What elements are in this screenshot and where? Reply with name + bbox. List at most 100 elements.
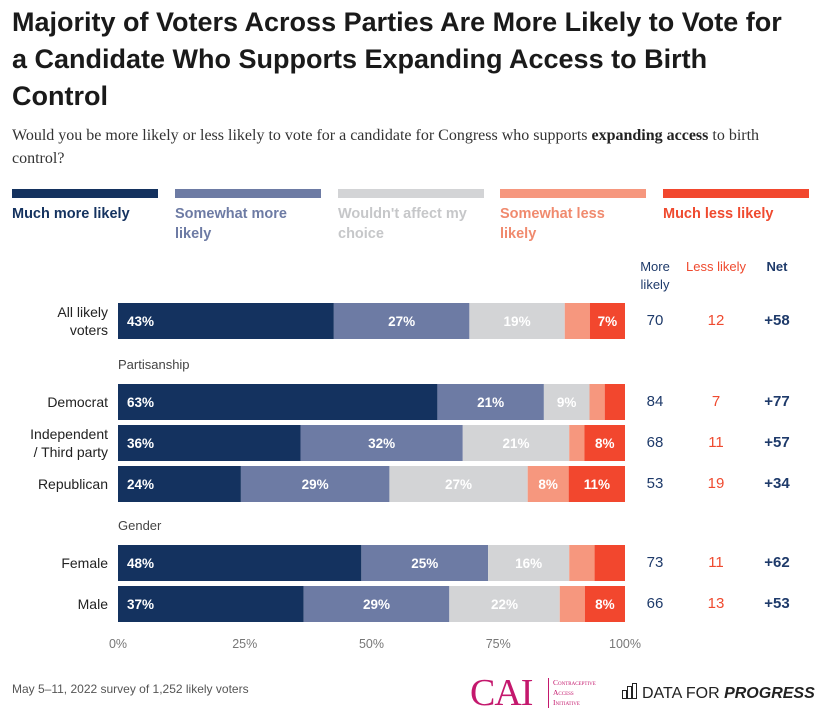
bar-data-label: 27% (388, 314, 415, 329)
bar-segment-somewhat-more-likely-4 (361, 545, 489, 581)
bar-data-label: 21% (477, 395, 504, 410)
column-header-more-likely: More likely (640, 259, 670, 292)
bar-segment-wouldn-t-affect-my-choice-4 (488, 545, 570, 581)
bar-data-label: 8% (595, 436, 615, 451)
bar-segment-wouldn-t-affect-my-choice-5 (449, 586, 560, 622)
bar-data-label: 29% (363, 597, 390, 612)
less-likely-value: 7 (711, 393, 721, 410)
bar-segment-somewhat-more-likely-3 (240, 466, 390, 502)
bar-data-label: 36% (127, 436, 154, 451)
net-value: +62 (764, 554, 790, 571)
bar-segment-somewhat-more-likely-1 (437, 384, 544, 420)
more-likely-value: 53 (646, 475, 664, 492)
bar-segment-somewhat-less-likely-5 (559, 586, 585, 622)
row-label: Female (61, 555, 108, 571)
bar-segment-somewhat-more-likely-5 (303, 586, 450, 622)
net-value: +57 (764, 434, 790, 451)
less-likely-value: 11 (708, 554, 724, 571)
bar-segment-much-more-likely-3 (118, 466, 241, 502)
bar-segment-much-less-likely-0 (589, 303, 625, 339)
bar-segment-somewhat-less-likely-1 (589, 384, 605, 420)
legend-item-much-less: Much less likely (663, 189, 809, 224)
cai-logo: CAI Contraceptive Access Initiative (470, 672, 596, 714)
bar-data-label: 8% (595, 597, 615, 612)
bar-chart-icon (622, 683, 638, 699)
bar-data-label: 24% (127, 477, 154, 492)
bar-data-label: 32% (368, 436, 395, 451)
row-label: Male (77, 596, 108, 612)
bar-data-label: 29% (302, 477, 329, 492)
legend-item-somewhat-less: Somewhat less likely (500, 189, 646, 244)
group-label-gender: Gender (118, 518, 162, 533)
bar-data-label: 7% (598, 314, 618, 329)
bar-segment-somewhat-less-likely-3 (527, 466, 569, 502)
bar-data-label: 43% (127, 314, 154, 329)
bar-segment-somewhat-less-likely-2 (569, 425, 585, 461)
net-value: +53 (764, 595, 790, 612)
x-tick-label: 0% (108, 637, 128, 651)
bar-segment-much-less-likely-5 (584, 586, 625, 622)
bar-segment-somewhat-less-likely-0 (564, 303, 590, 339)
bar-segment-somewhat-more-likely-2 (300, 425, 463, 461)
bar-segment-much-more-likely-1 (118, 384, 438, 420)
legend-swatch (663, 189, 809, 198)
bar-segment-much-more-likely-2 (118, 425, 301, 461)
legend-swatch (500, 189, 646, 198)
chart-title: Majority of Voters Across Parties Are Mo… (12, 7, 782, 111)
bar-data-label: 25% (411, 556, 438, 571)
bar-segment-wouldn-t-affect-my-choice-1 (543, 384, 590, 420)
more-likely-value: 70 (646, 312, 664, 329)
bar-segment-much-more-likely-5 (118, 586, 304, 622)
x-tick-label: 25% (232, 637, 258, 651)
net-value: +77 (764, 393, 790, 410)
less-likely-value: 11 (708, 434, 724, 451)
bar-segment-somewhat-less-likely-4 (569, 545, 595, 581)
bar-segment-much-more-likely-4 (118, 545, 362, 581)
bar-data-label: 27% (445, 477, 472, 492)
legend-swatch (12, 189, 158, 198)
legend-swatch (175, 189, 321, 198)
column-header-less-likely: Less likely (686, 259, 746, 274)
less-likely-value: 19 (707, 475, 725, 492)
bar-data-label: 19% (504, 314, 531, 329)
bar-data-label: 11% (584, 477, 610, 492)
row-label: Republican (37, 476, 108, 492)
bar-segment-much-less-likely-4 (594, 545, 625, 581)
footer-note: May 5–11, 2022 survey of 1,252 likely vo… (12, 682, 249, 696)
net-value: +58 (764, 312, 790, 329)
more-likely-value: 68 (646, 434, 664, 451)
bar-segment-somewhat-more-likely-0 (333, 303, 470, 339)
more-likely-value: 84 (646, 393, 664, 410)
legend-item-no-effect: Wouldn't affect my choice (338, 189, 484, 244)
legend-item-much-more: Much more likely (12, 189, 158, 224)
bar-segment-wouldn-t-affect-my-choice-2 (462, 425, 570, 461)
bar-segment-much-less-likely-2 (584, 425, 625, 461)
legend-item-somewhat-more: Somewhat more likely (175, 189, 321, 244)
less-likely-value: 12 (707, 312, 725, 329)
x-tick-label: 100% (609, 637, 641, 651)
bar-data-label: 8% (538, 477, 558, 492)
more-likely-value: 73 (646, 554, 664, 571)
row-label: Democrat (47, 394, 108, 410)
bar-data-label: 22% (491, 597, 518, 612)
row-label: Independent / Third party (30, 426, 108, 460)
bar-data-label: 9% (557, 395, 577, 410)
bar-segment-much-less-likely-1 (604, 384, 625, 420)
bar-data-label: 16% (515, 556, 542, 571)
x-tick-label: 75% (485, 637, 511, 651)
group-label-partisanship: Partisanship (118, 357, 190, 372)
data-for-progress-logo: DATA FOR PROGRESS (622, 683, 815, 703)
column-header-net: Net (766, 259, 788, 274)
bar-data-label: 21% (502, 436, 529, 451)
bar-data-label: 48% (127, 556, 154, 571)
bar-segment-wouldn-t-affect-my-choice-3 (389, 466, 528, 502)
bar-segment-wouldn-t-affect-my-choice-0 (469, 303, 565, 339)
bar-data-label: 37% (127, 597, 154, 612)
less-likely-value: 13 (707, 595, 725, 612)
bar-data-label: 63% (127, 395, 154, 410)
chart-subtitle: Would you be more likely or less likely … (12, 127, 760, 167)
legend-swatch (338, 189, 484, 198)
bar-segment-much-less-likely-3 (568, 466, 625, 502)
x-tick-label: 50% (358, 637, 385, 651)
row-label: All likely voters (57, 304, 108, 338)
